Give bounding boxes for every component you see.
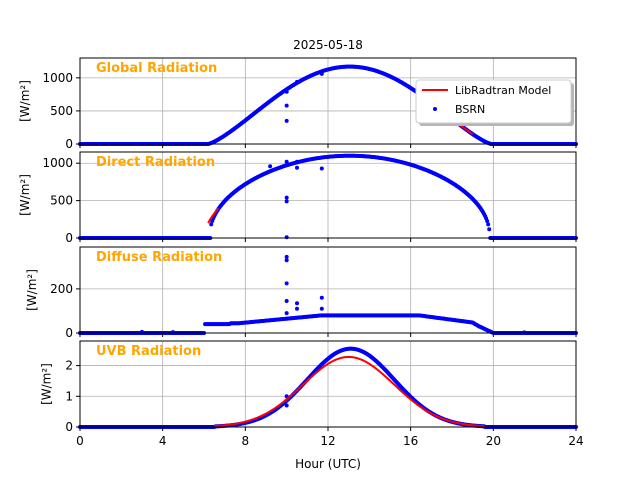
bsrn-outlier-point (284, 195, 289, 200)
panel-2: 0 500 1000 Direct Radiation [W/m²] (18, 151, 578, 245)
legend: LibRadtran Model BSRN (415, 79, 574, 126)
y-tick-label: 1000 (42, 156, 73, 170)
y-tick-label: 200 (50, 282, 73, 296)
y-tick-label: 500 (50, 104, 73, 118)
bsrn-point (485, 218, 490, 223)
legend-obs-label: BSRN (455, 103, 485, 116)
y-tick-label: 0 (65, 420, 73, 434)
panel-3: 0 200 Diffuse Radiation [W/m²] (25, 246, 578, 340)
y-tick-label: 1000 (42, 71, 73, 85)
y-tick-label: 2 (65, 359, 73, 373)
bsrn-point (487, 227, 492, 232)
y-axis-title: [W/m²] (25, 269, 39, 311)
y-axis-title: [W/m²] (18, 80, 32, 122)
y-tick-label: 1 (65, 389, 73, 403)
figure-title: 2025-05-18 (293, 38, 363, 52)
x-tick-label: 24 (568, 434, 583, 448)
panel-title: UVB Radiation (96, 344, 201, 359)
bsrn-outlier-point (319, 71, 324, 76)
bsrn-outlier-point (284, 254, 289, 259)
libradtran-model-line (207, 207, 220, 224)
bsrn-point (486, 222, 491, 227)
y-tick-label: 0 (65, 326, 73, 340)
bsrn-outlier-point (319, 306, 324, 311)
bsrn-outlier-point (319, 295, 324, 300)
bsrn-outlier-point (284, 281, 289, 286)
bsrn-outlier-point (284, 258, 289, 263)
x-tick-label: 12 (320, 434, 335, 448)
legend-obs-swatch (433, 107, 437, 111)
bsrn-outlier-point (284, 299, 289, 304)
bsrn-series (78, 346, 578, 429)
x-tick-label: 8 (242, 434, 250, 448)
legend-box (415, 79, 572, 124)
bsrn-outlier-point (284, 311, 289, 316)
bsrn-outlier-point (295, 159, 299, 164)
bsrn-outlier-point (295, 301, 299, 306)
libradtran-model-line (214, 355, 486, 428)
bsrn-outlier-point (295, 306, 299, 311)
panel-1: 0 500 1000 Global Radiation [W/m²] (18, 57, 578, 151)
y-tick-label: 500 (50, 194, 73, 208)
panel-title: Direct Radiation (96, 155, 215, 170)
bsrn-outlier-point (284, 89, 289, 94)
bsrn-outlier-point (171, 330, 175, 335)
bsrn-outlier-point (284, 235, 289, 240)
bsrn-outlier-point (268, 164, 273, 169)
panel-title: Global Radiation (96, 61, 217, 76)
bsrn-point (209, 222, 214, 227)
y-axis-title: [W/m²] (40, 363, 54, 405)
x-tick-label: 0 (76, 434, 84, 448)
bsrn-outlier-point (522, 330, 527, 335)
bsrn-outlier-point (284, 199, 289, 204)
y-axis-title: [W/m²] (18, 174, 32, 216)
bsrn-outlier-point (295, 79, 299, 84)
panel-title: Diffuse Radiation (96, 250, 222, 265)
bsrn-outlier-point (319, 166, 324, 171)
x-tick-label: 4 (159, 434, 167, 448)
bsrn-outlier-point (284, 103, 289, 108)
x-axis-title: Hour (UTC) (295, 457, 361, 471)
y-tick-label: 0 (65, 231, 73, 245)
bsrn-outlier-point (284, 159, 289, 164)
bsrn-outlier-point (284, 403, 289, 408)
y-tick-label: 0 (65, 137, 73, 151)
bsrn-outlier-point (284, 118, 289, 123)
legend-model-label: LibRadtran Model (455, 84, 551, 97)
bsrn-outlier-point (295, 165, 299, 170)
x-tick-label: 16 (403, 434, 418, 448)
x-tick-label: 20 (486, 434, 501, 448)
